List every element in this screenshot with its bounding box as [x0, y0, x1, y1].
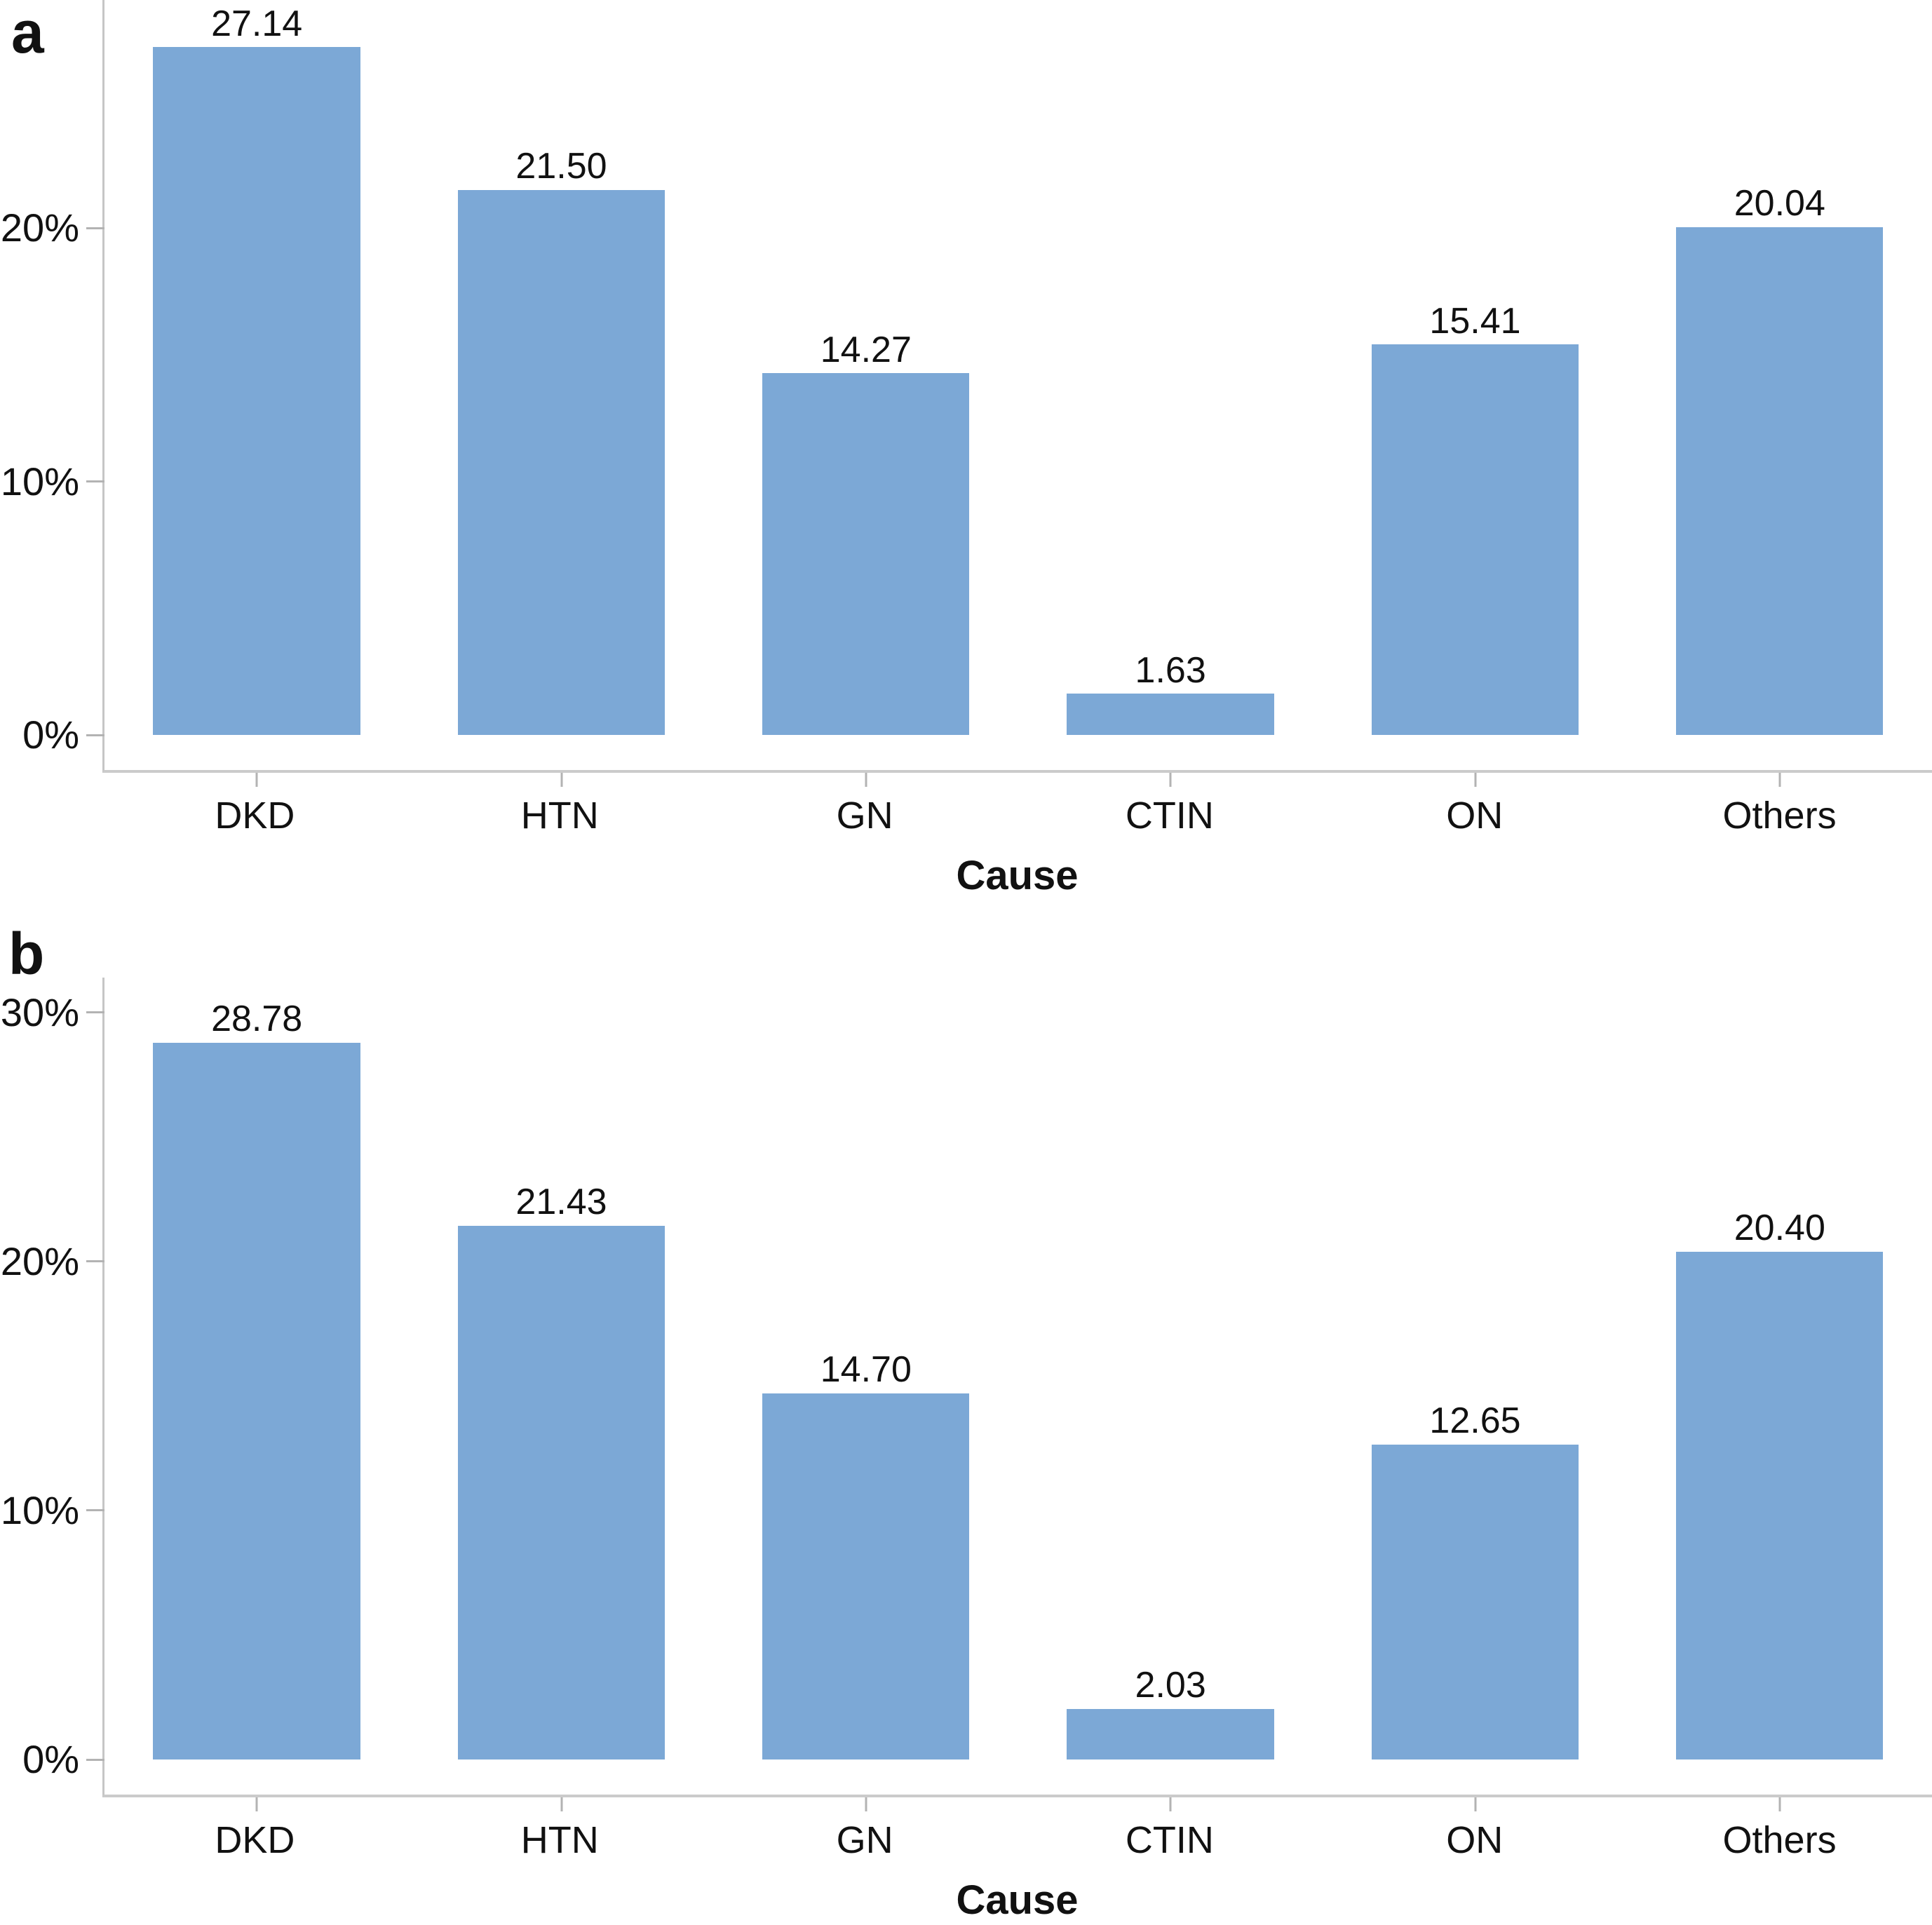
x-axis-category-labels-a: DKD HTN GN CTIN ON Others: [102, 797, 1932, 835]
x-axis-tick-mark: [1778, 773, 1781, 787]
x-axis-label-dkd: DKD: [215, 1819, 295, 1861]
y-axis-tick-mark: [86, 1509, 104, 1512]
y-axis-tick-label: 10%: [0, 459, 79, 504]
bar-slot-b-ctin: 2.03: [1018, 978, 1323, 1759]
bar-value-label: 21.43: [515, 1182, 607, 1223]
x-axis-label-dkd: DKD: [215, 795, 295, 837]
bar-slot-a-dkd: 27.14: [104, 0, 409, 735]
bar-a-on: [1371, 344, 1579, 735]
x-axis-tick-mark: [255, 773, 258, 787]
panel-a: a 0% 10% 20% 27.14: [0, 0, 1932, 896]
x-axis-label-others: Others: [1722, 795, 1837, 837]
y-axis-tick-label: 0%: [22, 712, 79, 757]
bar-slot-b-others: 20.40: [1628, 978, 1932, 1759]
y-axis-tick-mark: [86, 1260, 104, 1263]
bar-value-label: 28.78: [211, 999, 303, 1040]
x-axis-title-row-b: Cause: [102, 1880, 1932, 1921]
bars-b: 28.78 21.43 14.70 2.03: [104, 978, 1932, 1759]
x-axis-label-htn: HTN: [520, 795, 599, 837]
x-axis-label-ctin: CTIN: [1125, 795, 1214, 837]
plot-area-b: 0% 10% 20% 30% 28.78: [1, 978, 1932, 1811]
bar-value-label: 14.70: [820, 1349, 912, 1391]
bar-value-label: 21.50: [515, 146, 607, 187]
x-axis-tick-mark: [1169, 773, 1172, 787]
x-axis-label-on: ON: [1446, 1819, 1504, 1861]
y-axis-tick-label: 10%: [0, 1487, 79, 1532]
x-axis-title-row-a: Cause: [102, 856, 1932, 896]
x-axis-title-b: Cause: [956, 1877, 1079, 1923]
x-axis-tick-mark: [255, 1797, 258, 1811]
x-axis-tick-mark: [1474, 773, 1476, 787]
y-axis-tick-mark: [86, 1011, 104, 1014]
y-axis-tick-label: 20%: [0, 1238, 79, 1283]
y-axis-tick-label: 0%: [22, 1737, 79, 1781]
panel-a-label: a: [11, 0, 44, 65]
bar-a-gn: [762, 373, 970, 735]
bar-slot-a-ctin: 1.63: [1018, 0, 1323, 735]
x-axis-tick-mark: [865, 1797, 867, 1811]
bar-b-on: [1371, 1444, 1579, 1759]
y-axis-tick-0pct: 0%: [22, 715, 104, 755]
bars-a: 27.14 21.50 14.27 1.63: [104, 0, 1932, 735]
x-axis-label-ctin: CTIN: [1125, 1819, 1214, 1861]
y-axis-tick-mark: [86, 1758, 104, 1761]
bar-value-label: 12.65: [1429, 1400, 1521, 1442]
bar-a-htn: [457, 190, 666, 735]
x-axis-label-htn: HTN: [520, 1819, 599, 1861]
bar-a-dkd: [153, 47, 360, 735]
bar-value-label: 1.63: [1135, 649, 1206, 691]
x-axis-label-on: ON: [1446, 795, 1504, 837]
bar-b-htn: [457, 1226, 666, 1759]
x-axis-tick-mark: [865, 773, 867, 787]
bar-value-label: 20.04: [1734, 183, 1825, 224]
bar-area-a: 0% 10% 20% 27.14 21.50: [1, 0, 1932, 755]
bar-value-label: 2.03: [1135, 1665, 1206, 1706]
x-axis-tick-mark: [560, 773, 562, 787]
y-axis-tick-10pct: 10%: [0, 1487, 104, 1532]
y-axis-tick-mark: [86, 227, 104, 229]
bar-value-label: 27.14: [211, 3, 303, 44]
bar-value-label: 14.27: [820, 329, 912, 370]
bar-b-ctin: [1067, 1708, 1274, 1759]
bar-a-ctin: [1067, 694, 1274, 735]
bar-b-dkd: [153, 1043, 360, 1759]
bar-b-gn: [762, 1393, 970, 1759]
y-axis-tick-10pct: 10%: [0, 459, 104, 504]
panel-b: b 0% 10% 20% 30%: [0, 919, 1932, 1921]
x-axis-label-gn: GN: [836, 1819, 893, 1861]
bar-slot-b-gn: 14.70: [714, 978, 1018, 1759]
bar-slot-b-on: 12.65: [1323, 978, 1627, 1759]
y-axis-tick-20pct: 20%: [1, 208, 104, 248]
x-axis-tick-mark: [560, 1797, 562, 1811]
bar-b-others: [1676, 1251, 1884, 1759]
x-axis-title-a: Cause: [956, 853, 1079, 898]
y-axis-tick-mark: [86, 734, 104, 736]
panel-b-label: b: [8, 921, 45, 987]
y-axis-tick-label: 20%: [0, 205, 79, 250]
panel-b-label-row: b: [0, 919, 1932, 983]
bar-slot-a-htn: 21.50: [409, 0, 713, 735]
y-axis-tick-label: 30%: [0, 989, 79, 1034]
x-axis-label-gn: GN: [836, 795, 893, 837]
y-axis-tick-20pct: 20%: [0, 1238, 104, 1283]
y-axis-tick-0pct: 0%: [22, 1740, 104, 1779]
y-axis-tick-30pct: 30%: [0, 989, 104, 1034]
bar-value-label: 20.40: [1734, 1208, 1825, 1249]
bar-a-others: [1676, 227, 1884, 735]
bar-slot-a-gn: 14.27: [714, 0, 1018, 735]
bar-slot-a-others: 20.04: [1628, 0, 1932, 735]
plot-area-a: 0% 10% 20% 27.14 21.50: [1, 0, 1932, 787]
x-axis-label-others: Others: [1722, 1819, 1837, 1861]
bar-slot-b-dkd: 28.78: [104, 978, 409, 1759]
x-axis-tick-mark: [1169, 1797, 1172, 1811]
bar-value-label: 15.41: [1429, 300, 1521, 342]
x-axis-tick-mark: [1474, 1797, 1476, 1811]
x-axis-tick-mark: [1778, 1797, 1781, 1811]
bar-slot-b-htn: 21.43: [409, 978, 713, 1759]
y-axis-tick-mark: [86, 480, 104, 483]
bar-area-b: 0% 10% 20% 30% 28.78: [1, 978, 1932, 1779]
x-axis-category-labels-b: DKD HTN GN CTIN ON Others: [102, 1821, 1932, 1859]
bar-slot-a-on: 15.41: [1323, 0, 1627, 735]
